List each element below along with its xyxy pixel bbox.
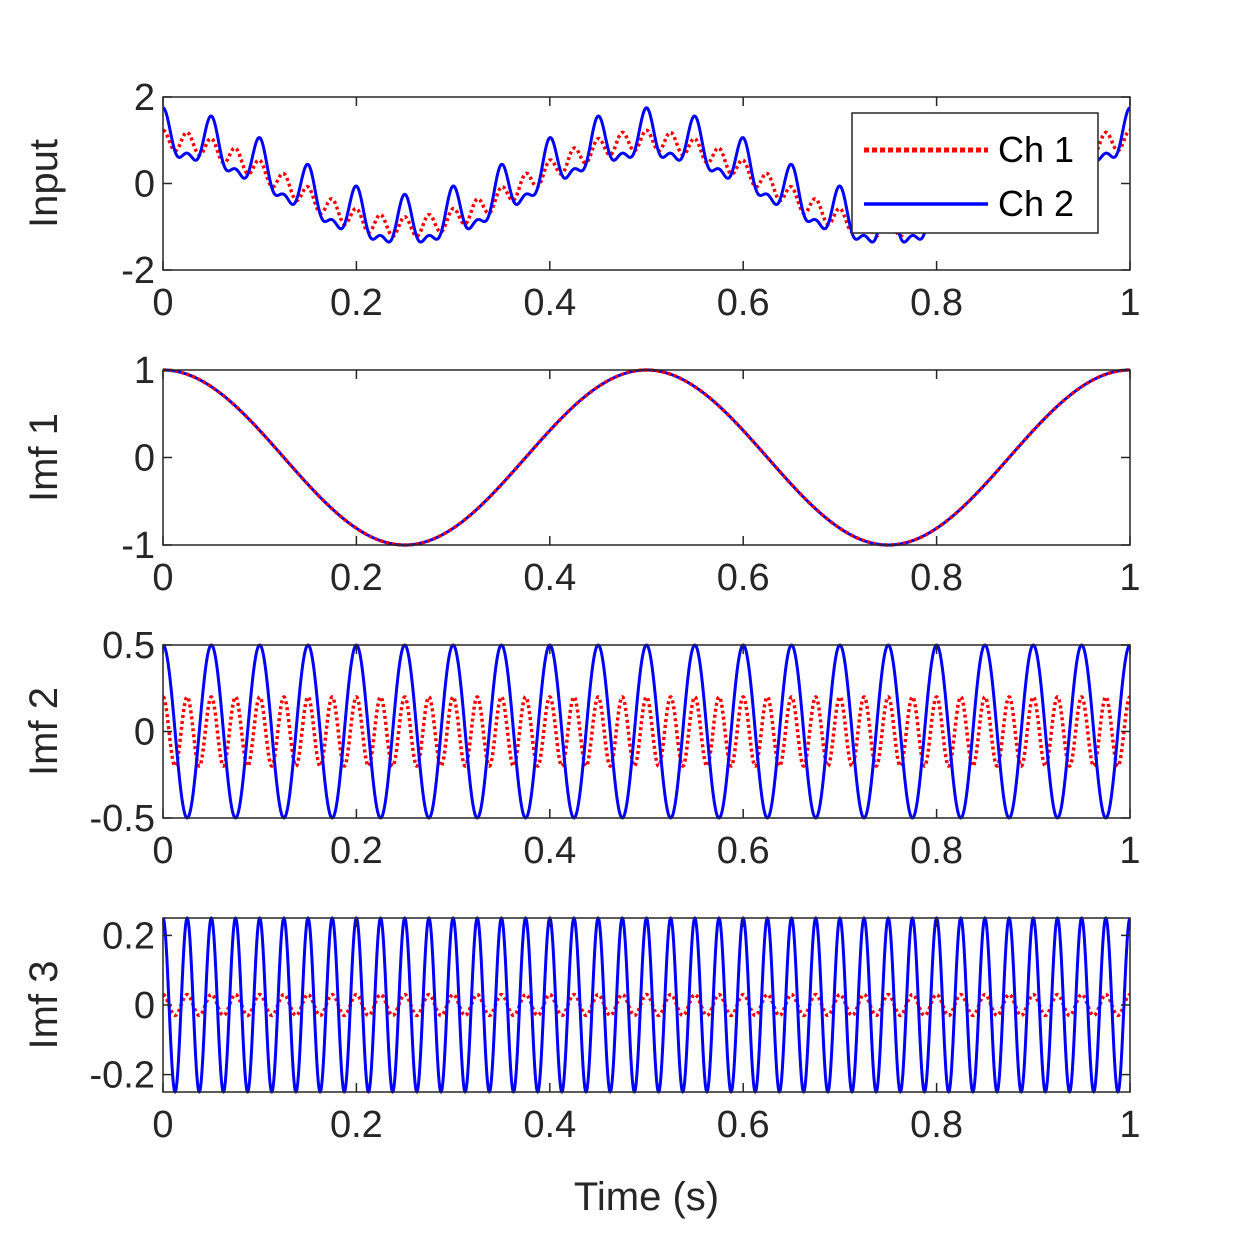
x-tick-label: 0 bbox=[152, 830, 173, 872]
x-tick-label: 1 bbox=[1119, 1104, 1140, 1146]
y-axis-label: Input bbox=[22, 139, 66, 228]
legend-label: Ch 2 bbox=[998, 183, 1074, 224]
subplot-4: 0 0.2 0.4 0.6 0.8 1 -0.2 0 0.2 Imf 3 Time (s) bbox=[22, 915, 1141, 1219]
y-tick-label: 1 bbox=[134, 350, 155, 392]
y-tick-label: 0 bbox=[134, 712, 155, 754]
y-tick-label: 0.2 bbox=[102, 915, 155, 957]
x-tick-label: 1 bbox=[1119, 557, 1140, 599]
x-tick-label: 0 bbox=[152, 282, 173, 324]
x-tick-label: 0.4 bbox=[523, 1104, 576, 1146]
y-tick-label: -1 bbox=[121, 525, 155, 567]
y-tick-label: 2 bbox=[134, 77, 155, 119]
legend-box bbox=[851, 112, 1099, 234]
y-tick-label: -0.5 bbox=[90, 798, 155, 840]
legend: Ch 1 Ch 2 bbox=[851, 112, 1099, 234]
x-tick-label: 0.6 bbox=[717, 282, 770, 324]
x-tick-label: 0.2 bbox=[330, 830, 383, 872]
x-tick-label: 0.4 bbox=[523, 830, 576, 872]
x-tick-label: 0 bbox=[152, 557, 173, 599]
x-axis-label: Time (s) bbox=[574, 1175, 719, 1219]
y-axis-label: Imf 2 bbox=[22, 687, 66, 776]
x-tick-label: 0.6 bbox=[717, 830, 770, 872]
x-tick-label: 0 bbox=[152, 1104, 173, 1146]
y-tick-label: 0.5 bbox=[102, 625, 155, 667]
x-tick-label: 0.2 bbox=[330, 1104, 383, 1146]
y-axis-label: Imf 3 bbox=[22, 961, 66, 1050]
x-tick-label: 0.2 bbox=[330, 282, 383, 324]
legend-label: Ch 1 bbox=[998, 129, 1074, 170]
x-tick-label: 1 bbox=[1119, 282, 1140, 324]
x-tick-label: 0.8 bbox=[910, 557, 963, 599]
x-tick-label: 0.4 bbox=[523, 557, 576, 599]
y-tick-label: 0 bbox=[134, 985, 155, 1027]
x-tick-label: 0.6 bbox=[717, 557, 770, 599]
x-tick-label: 1 bbox=[1119, 830, 1140, 872]
x-tick-label: 0.8 bbox=[910, 830, 963, 872]
y-tick-label: -2 bbox=[121, 250, 155, 292]
x-tick-label: 0.8 bbox=[910, 1104, 963, 1146]
x-tick-label: 0.2 bbox=[330, 557, 383, 599]
x-tick-label: 0.6 bbox=[717, 1104, 770, 1146]
plot-area bbox=[163, 645, 1130, 818]
series-line-ch-1 bbox=[163, 992, 1130, 1018]
y-axis-label: Imf 1 bbox=[22, 413, 66, 502]
x-tick-label: 0.8 bbox=[910, 282, 963, 324]
y-tick-label: -0.2 bbox=[90, 1055, 155, 1097]
y-tick-label: 0 bbox=[134, 438, 155, 480]
plot-area bbox=[163, 918, 1130, 1092]
x-tick-label: 0.4 bbox=[523, 282, 576, 324]
y-tick-label: 0 bbox=[134, 164, 155, 206]
plot-area bbox=[163, 370, 1130, 545]
